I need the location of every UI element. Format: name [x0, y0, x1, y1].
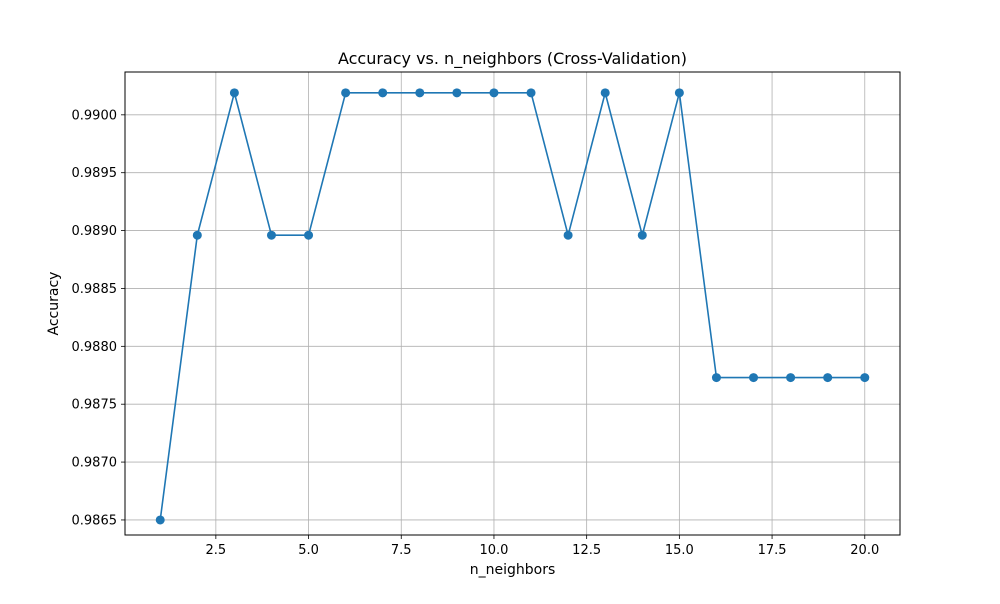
x-tick-label: 15.0 — [665, 543, 694, 558]
y-axis-label: Accuracy — [46, 272, 62, 336]
grid-lines — [125, 72, 900, 535]
data-point — [823, 373, 833, 383]
data-point — [600, 88, 610, 98]
data-point — [489, 88, 499, 98]
data-point — [637, 230, 647, 240]
x-tick-label: 20.0 — [850, 543, 879, 558]
data-point — [860, 373, 870, 383]
y-tick-label: 0.9890 — [72, 224, 118, 239]
y-tick-label: 0.9895 — [72, 166, 118, 181]
x-tick-label: 2.5 — [206, 543, 227, 558]
x-tick-label: 17.5 — [758, 543, 787, 558]
y-tick-label: 0.9870 — [72, 456, 118, 471]
data-point — [563, 230, 573, 240]
chart-title: Accuracy vs. n_neighbors (Cross-Validati… — [338, 49, 687, 69]
y-tick-label: 0.9865 — [72, 513, 118, 528]
y-ticks: 0.9865 0.9870 0.9875 0.9880 0.9885 0.9890 0.98… — [72, 108, 125, 528]
data-point — [266, 230, 276, 240]
x-ticks: 2.5 5.0 7.5 10.0 12.5 15.0 17.5 20.0 — [206, 535, 879, 558]
data-point — [674, 88, 684, 98]
series — [155, 88, 870, 525]
data-point — [786, 373, 796, 383]
x-tick-label: 10.0 — [479, 543, 508, 558]
series-line — [159, 92, 865, 521]
data-point — [229, 88, 239, 98]
data-point — [749, 373, 759, 383]
y-tick-label: 0.9880 — [72, 340, 118, 355]
data-point — [304, 230, 314, 240]
y-tick-label: 0.9885 — [72, 282, 118, 297]
data-point — [378, 88, 388, 98]
plot-area-frame — [124, 71, 901, 536]
x-axis-label: n_neighbors — [470, 562, 556, 578]
x-tick-label: 5.0 — [298, 543, 319, 558]
data-point — [415, 88, 425, 98]
data-point — [452, 88, 462, 98]
data-point — [155, 515, 165, 525]
data-point — [526, 88, 536, 98]
x-tick-label: 7.5 — [391, 543, 412, 558]
data-point — [192, 230, 202, 240]
data-point — [711, 373, 721, 383]
y-tick-label: 0.9900 — [72, 108, 118, 123]
data-point — [341, 88, 351, 98]
y-tick-label: 0.9875 — [72, 398, 118, 413]
x-tick-label: 12.5 — [572, 543, 601, 558]
